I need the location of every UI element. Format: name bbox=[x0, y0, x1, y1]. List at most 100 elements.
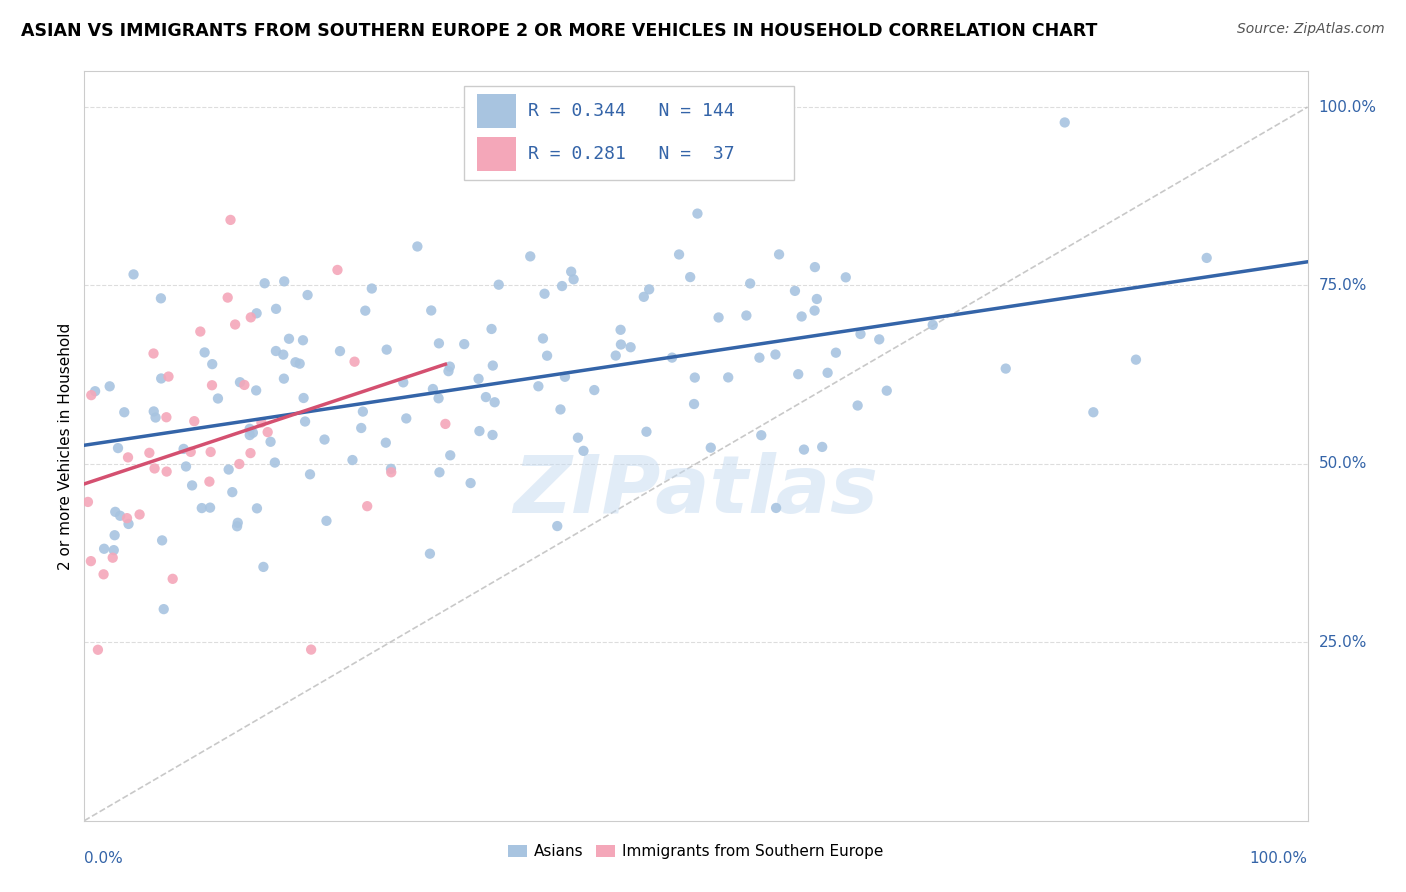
Point bbox=[849, 326, 872, 341]
Point bbox=[765, 500, 787, 515]
Point bbox=[482, 359, 505, 373]
Point bbox=[420, 303, 443, 318]
Point bbox=[315, 514, 337, 528]
Legend: Asians, Immigrants from Southern Europe: Asians, Immigrants from Southern Europe bbox=[502, 838, 890, 865]
Point bbox=[291, 333, 314, 347]
Point bbox=[107, 441, 129, 455]
Point bbox=[434, 417, 457, 431]
Point bbox=[108, 508, 131, 523]
Point bbox=[152, 602, 174, 616]
Point bbox=[437, 364, 460, 378]
Point bbox=[271, 348, 294, 362]
Point bbox=[180, 445, 202, 459]
Point bbox=[112, 405, 135, 419]
FancyBboxPatch shape bbox=[477, 94, 516, 128]
Point bbox=[157, 369, 180, 384]
Point bbox=[188, 325, 211, 339]
Point bbox=[104, 505, 127, 519]
Point bbox=[380, 462, 402, 476]
Point bbox=[768, 247, 790, 261]
Point bbox=[117, 450, 139, 465]
Point bbox=[253, 277, 276, 291]
Point bbox=[610, 337, 633, 351]
Point bbox=[229, 375, 252, 389]
Point bbox=[636, 425, 658, 439]
Point bbox=[115, 511, 138, 525]
Point bbox=[1195, 251, 1218, 265]
Point bbox=[142, 404, 165, 418]
Point bbox=[846, 399, 869, 413]
Point bbox=[326, 263, 349, 277]
Point bbox=[700, 441, 723, 455]
Point bbox=[439, 448, 461, 462]
Point bbox=[194, 345, 217, 359]
Point bbox=[288, 357, 311, 371]
Point bbox=[221, 485, 243, 500]
Point bbox=[1083, 405, 1105, 419]
Point bbox=[481, 322, 503, 336]
Point bbox=[735, 309, 758, 323]
Point bbox=[352, 404, 374, 418]
Point bbox=[201, 378, 224, 392]
Point bbox=[994, 361, 1017, 376]
Point bbox=[475, 390, 498, 404]
Point bbox=[835, 270, 858, 285]
Point bbox=[803, 303, 825, 318]
Point bbox=[142, 346, 165, 360]
Point bbox=[226, 516, 249, 530]
Point bbox=[284, 355, 307, 369]
Point bbox=[392, 376, 415, 390]
Point bbox=[173, 442, 195, 456]
Point bbox=[80, 388, 103, 402]
Point bbox=[749, 428, 772, 442]
Point bbox=[356, 499, 378, 513]
Point bbox=[429, 465, 451, 479]
Point bbox=[273, 371, 295, 385]
Point bbox=[93, 541, 115, 556]
Point bbox=[104, 528, 127, 542]
Point bbox=[460, 476, 482, 491]
Point bbox=[239, 422, 262, 436]
Point bbox=[783, 284, 806, 298]
Point bbox=[422, 382, 444, 396]
Point bbox=[546, 519, 568, 533]
Point bbox=[264, 344, 287, 359]
Point bbox=[343, 354, 366, 368]
Point bbox=[527, 379, 550, 393]
Point bbox=[198, 475, 221, 489]
Point bbox=[811, 440, 834, 454]
Point bbox=[707, 310, 730, 325]
Point bbox=[239, 428, 262, 442]
Point bbox=[299, 642, 322, 657]
Point bbox=[218, 462, 240, 476]
Point bbox=[868, 332, 890, 346]
Point bbox=[419, 547, 441, 561]
Point bbox=[609, 323, 631, 337]
Text: 0.0%: 0.0% bbox=[84, 851, 124, 866]
Point bbox=[191, 501, 214, 516]
Point bbox=[156, 465, 179, 479]
Point bbox=[273, 274, 295, 288]
Point bbox=[484, 395, 506, 409]
Point bbox=[550, 402, 572, 417]
Point bbox=[150, 533, 173, 548]
Point bbox=[605, 349, 627, 363]
Point bbox=[183, 414, 205, 428]
Point bbox=[145, 410, 167, 425]
Point bbox=[380, 465, 402, 479]
Point bbox=[661, 351, 683, 365]
Point bbox=[551, 279, 574, 293]
Point bbox=[207, 392, 229, 406]
Point bbox=[350, 421, 373, 435]
Point bbox=[686, 206, 709, 220]
Point bbox=[143, 461, 166, 475]
Point bbox=[717, 370, 740, 384]
Point bbox=[740, 277, 762, 291]
Point bbox=[122, 268, 145, 282]
Point bbox=[825, 345, 848, 359]
Point bbox=[149, 291, 172, 305]
Point bbox=[683, 397, 706, 411]
Point bbox=[395, 411, 418, 425]
Text: 100.0%: 100.0% bbox=[1250, 851, 1308, 866]
Point bbox=[246, 501, 269, 516]
